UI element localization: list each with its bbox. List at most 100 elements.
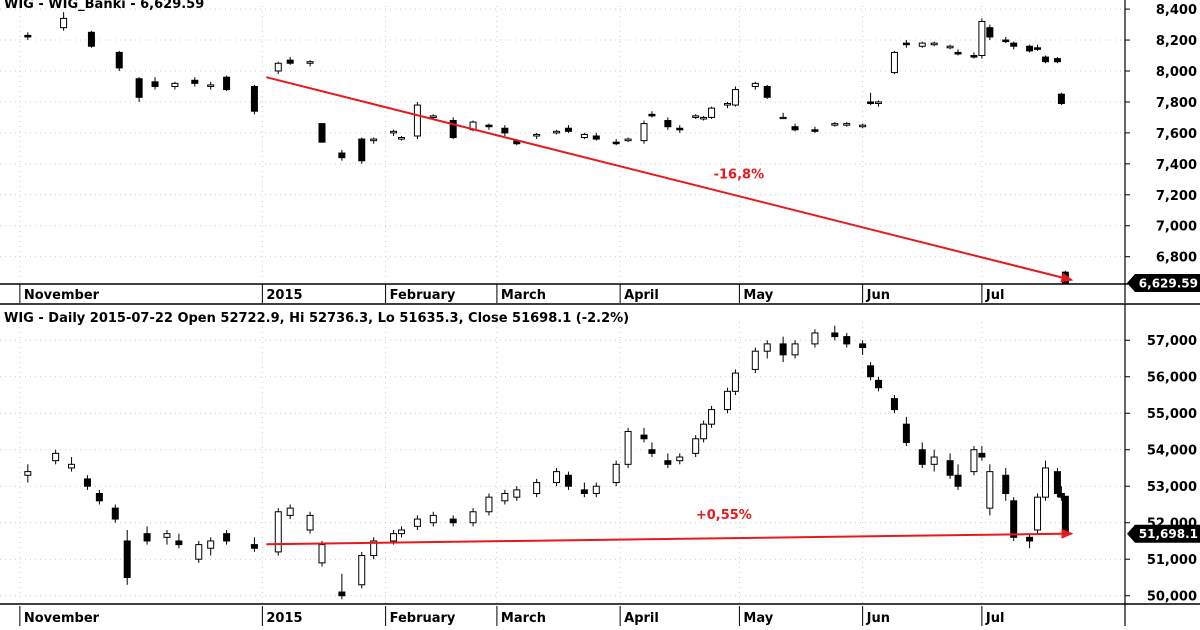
candle-body (970, 449, 978, 473)
candle-body (533, 133, 541, 137)
candle-body (123, 540, 131, 578)
candle-body (449, 120, 457, 139)
x-tick-label: 2015 (266, 288, 302, 303)
candle-body (902, 42, 910, 46)
candle-body (648, 113, 656, 117)
candle (648, 111, 656, 118)
candle-body (207, 540, 215, 549)
candle (811, 329, 819, 348)
candle-body (1002, 474, 1010, 495)
candle-body (1053, 58, 1061, 63)
candle (553, 129, 561, 135)
candle (692, 435, 700, 458)
candle-body (751, 82, 759, 87)
x-tick-label: February (390, 611, 456, 626)
candle (485, 123, 493, 130)
candle (875, 100, 883, 107)
candle (640, 427, 648, 443)
candle-body (978, 20, 986, 57)
candle-body (779, 116, 787, 120)
candle-body (843, 336, 851, 345)
candle-body (592, 485, 600, 495)
candle (429, 114, 437, 119)
candle (274, 61, 282, 75)
candle-body (195, 544, 203, 560)
candle (831, 325, 839, 341)
candle-body (930, 42, 938, 46)
candle (763, 340, 771, 359)
candle (1002, 467, 1010, 501)
candle (533, 478, 541, 498)
candle (986, 24, 994, 41)
candle-body (175, 540, 183, 546)
candle (580, 132, 588, 140)
candle-body (890, 51, 898, 74)
candle-body (274, 511, 282, 553)
candle (95, 489, 103, 505)
candle (1034, 493, 1042, 534)
candle-body (918, 42, 926, 47)
candle-body (24, 471, 32, 476)
candle (175, 533, 183, 549)
candle (413, 515, 421, 531)
x-tick-label: November (24, 288, 100, 303)
candle (978, 18, 986, 59)
candle (370, 537, 378, 560)
candle-body (954, 474, 962, 487)
candle-body (306, 514, 314, 531)
candle (1026, 44, 1034, 53)
x-tick-label: May (743, 288, 773, 303)
candle-body (151, 81, 159, 87)
candle-body (163, 533, 171, 538)
candle-body (370, 138, 378, 142)
candle (700, 115, 708, 121)
candle (843, 122, 851, 127)
y-tick-label: 7,800 (1156, 96, 1197, 111)
candle-body (831, 123, 839, 126)
candle-body (763, 85, 771, 98)
candle (859, 340, 867, 355)
candle (111, 504, 119, 523)
candle-body (390, 533, 398, 542)
y-tick-label: 7,400 (1156, 158, 1197, 173)
candle (890, 50, 898, 75)
y-tick-label: 6,800 (1156, 251, 1197, 266)
candle-body (1002, 39, 1010, 43)
candle-body (731, 89, 739, 106)
candle-body (429, 115, 437, 118)
candle-body (811, 332, 819, 345)
candle (115, 50, 123, 71)
last-price-tag: 51,698.1 (1127, 524, 1200, 543)
candle (902, 40, 910, 48)
candle (68, 457, 76, 472)
candle (274, 508, 282, 556)
candle (1041, 55, 1049, 64)
candle-body (918, 449, 926, 465)
candle-body (867, 365, 875, 378)
candle (390, 129, 398, 136)
candle-body (791, 343, 799, 356)
candle-body (115, 51, 123, 69)
candle-body (612, 463, 620, 484)
candle (954, 49, 962, 56)
candle-body (1034, 47, 1042, 50)
candle-body (676, 456, 684, 462)
candle (1034, 44, 1042, 51)
candle-body (318, 544, 326, 564)
y-tick-label: 56,000 (1147, 371, 1197, 386)
candle (946, 44, 954, 50)
candle-body (338, 152, 346, 159)
candle (843, 332, 851, 348)
candle (123, 530, 131, 585)
candle (370, 137, 378, 144)
candle-body (700, 116, 708, 120)
candle-body (640, 434, 648, 440)
candle (318, 540, 326, 567)
candle (708, 106, 716, 119)
candle-body (413, 518, 421, 527)
last-price-label: 6,629.59 (1139, 277, 1198, 291)
candle (902, 416, 910, 447)
candle-body (1026, 45, 1034, 52)
candle-body (592, 135, 600, 140)
x-tick-label: April (624, 611, 659, 626)
